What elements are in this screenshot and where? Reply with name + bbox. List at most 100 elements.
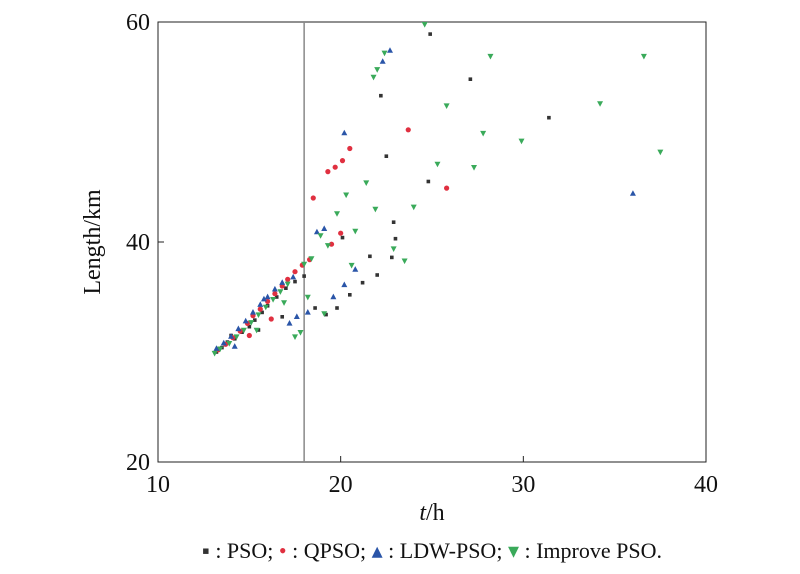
point-series-1 (268, 316, 274, 322)
point-series-3 (374, 67, 381, 73)
point-series-0 (428, 32, 432, 36)
point-series-2 (286, 320, 293, 326)
point-series-3 (640, 53, 647, 60)
point-series-0 (391, 220, 396, 224)
point-series-2 (279, 279, 286, 285)
legend: ▪ : PSO; • : QPSO; ▴ : LDW-PSO; ▾ : Impr… (202, 538, 662, 563)
point-series-2 (341, 129, 348, 136)
point-series-0 (253, 318, 257, 322)
point-series-3 (284, 281, 291, 288)
point-series-1 (405, 127, 411, 133)
point-series-1 (310, 195, 316, 201)
point-series-3 (240, 327, 247, 334)
point-series-2 (231, 343, 238, 349)
point-series-2 (313, 228, 320, 235)
point-series-2 (220, 339, 227, 346)
x-tick-label: 10 (146, 472, 170, 498)
point-series-1 (338, 230, 344, 236)
point-series-3 (297, 330, 304, 336)
point-series-3 (410, 204, 417, 211)
point-series-2 (379, 58, 386, 64)
point-series-0 (368, 254, 372, 259)
point-series-0 (247, 324, 252, 329)
point-series-3 (597, 101, 604, 107)
x-axis-title-italic: t (419, 500, 427, 526)
points-layer (211, 22, 664, 357)
plot-frame (157, 21, 707, 463)
y-tick-label: 20 (126, 450, 150, 476)
point-series-1 (325, 169, 331, 175)
point-series-0 (302, 274, 306, 278)
point-series-3 (372, 206, 379, 213)
point-series-2 (228, 333, 235, 339)
point-series-2 (260, 295, 267, 302)
point-series-1 (272, 291, 278, 297)
point-series-1 (339, 158, 346, 164)
point-series-3 (421, 22, 428, 28)
y-axis-title: Length/km (80, 189, 106, 295)
legend-symbol-2: ▴ (372, 538, 389, 563)
legend-symbol-1: • (279, 538, 292, 563)
point-series-3 (471, 165, 478, 171)
point-series-3 (262, 304, 269, 311)
point-series-2 (264, 293, 271, 300)
point-series-2 (257, 301, 264, 307)
point-series-0 (260, 310, 264, 315)
point-series-2 (629, 190, 636, 196)
point-series-2 (293, 313, 300, 319)
legend-symbol-3: ▾ (508, 538, 525, 563)
point-series-3 (292, 334, 298, 340)
point-series-0 (426, 179, 431, 184)
point-series-0 (547, 115, 551, 120)
point-series-2 (304, 309, 311, 315)
point-series-1 (292, 269, 298, 275)
point-series-0 (280, 315, 285, 319)
x-tick-label: 20 (329, 472, 353, 498)
point-series-3 (363, 180, 370, 186)
point-series-0 (274, 295, 279, 299)
y-tick-label: 60 (126, 10, 150, 36)
point-series-1 (257, 306, 263, 312)
point-series-3 (308, 256, 315, 262)
point-series-0 (375, 273, 379, 277)
point-series-0 (390, 255, 394, 260)
point-series-3 (248, 320, 255, 326)
y-tick-label: 40 (126, 230, 150, 256)
point-series-0 (293, 279, 297, 284)
point-series-0 (393, 236, 398, 241)
point-series-3 (211, 350, 218, 357)
point-series-3 (253, 327, 260, 334)
point-series-3 (480, 130, 487, 137)
point-series-1 (285, 276, 291, 282)
x-tick-label: 40 (694, 472, 718, 498)
point-series-3 (381, 50, 388, 57)
point-series-3 (233, 334, 240, 340)
point-series-3 (270, 297, 277, 303)
legend-label-3: : Improve PSO. (524, 538, 662, 563)
point-series-0 (468, 77, 473, 81)
point-series-3 (317, 233, 324, 239)
point-series-3 (334, 211, 341, 217)
point-series-2 (341, 281, 348, 288)
point-series-3 (343, 192, 350, 199)
point-series-3 (390, 246, 397, 252)
point-series-3 (324, 243, 331, 249)
legend-row: ▪ : PSO; • : QPSO; ▴ : LDW-PSO; ▾ : Impr… (202, 538, 662, 563)
point-series-2 (242, 317, 249, 324)
point-series-0 (379, 93, 383, 98)
point-series-2 (249, 309, 256, 315)
point-series-0 (324, 312, 328, 317)
point-series-3 (518, 138, 525, 145)
point-series-1 (328, 241, 335, 247)
point-series-3 (348, 262, 355, 269)
point-series-3 (401, 258, 408, 265)
point-series-2 (321, 225, 328, 231)
point-series-1 (246, 332, 252, 339)
point-series-1 (444, 185, 450, 191)
legend-label-2: : LDW-PSO; (388, 538, 508, 563)
point-series-3 (301, 261, 308, 268)
x-tick-label: 30 (511, 472, 535, 498)
point-series-2 (213, 345, 220, 351)
legend-label-0: : PSO; (215, 538, 279, 563)
